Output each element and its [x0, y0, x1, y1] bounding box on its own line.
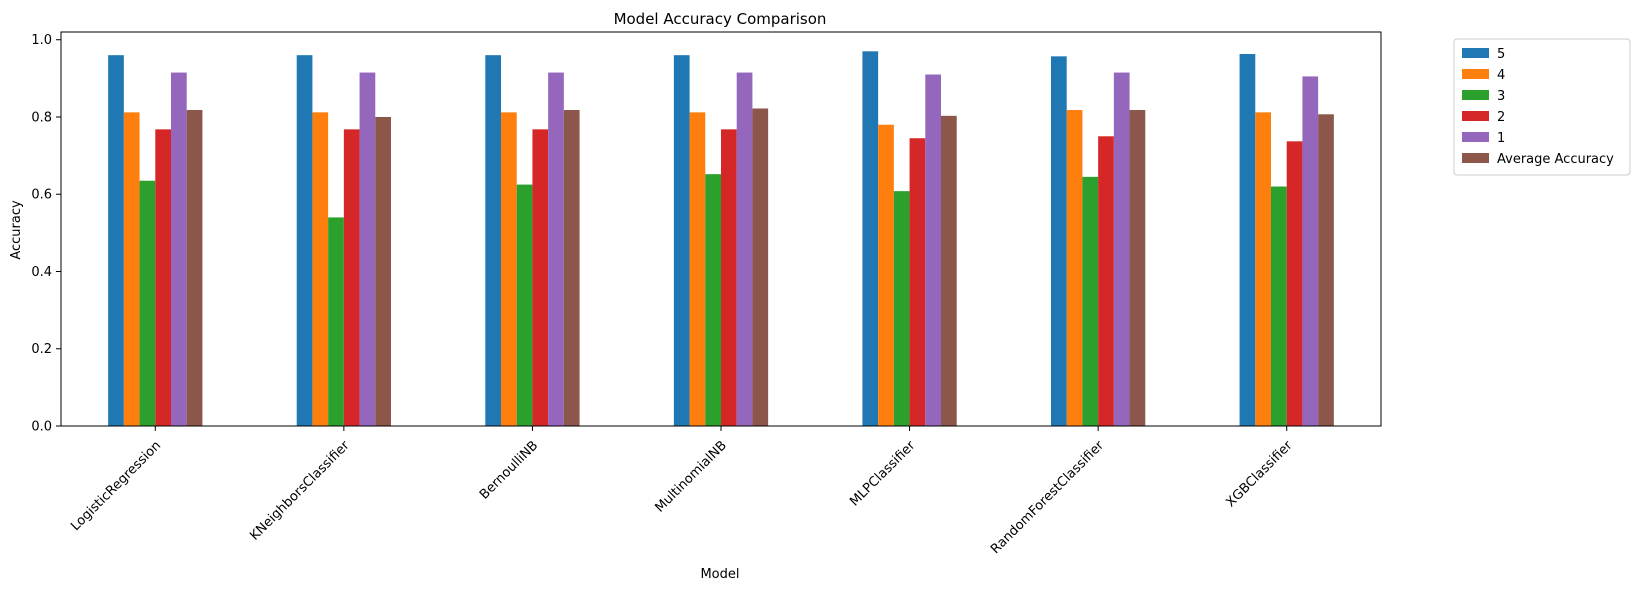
bar-XGBClassifier-series-4	[1302, 76, 1319, 427]
bar-MultinomialNB-series-4	[736, 72, 753, 426]
legend-label-4: 1	[1497, 131, 1505, 146]
legend-swatch-0	[1462, 48, 1489, 58]
bar-RandomForestClassifier-series-4	[1113, 72, 1130, 426]
bar-RandomForestClassifier-series-3	[1098, 136, 1114, 427]
bar-LogisticRegression-series-1	[123, 112, 140, 426]
bar-RandomForestClassifier-series-5	[1129, 110, 1146, 426]
x-tick-label: LogisticRegression	[68, 438, 164, 534]
bar-XGBClassifier-series-5	[1318, 114, 1334, 426]
bar-XGBClassifier-series-1	[1255, 112, 1271, 426]
chart-title: Model Accuracy Comparison	[614, 10, 827, 28]
bar-MLPClassifier-series-4	[925, 74, 941, 427]
bar-MultinomialNB-series-1	[689, 112, 706, 426]
bar-XGBClassifier-series-0	[1239, 54, 1256, 427]
bar-KNeighborsClassifier-series-2	[328, 217, 344, 426]
y-axis-label: Accuracy	[9, 200, 24, 260]
bar-BernoulliNB-series-3	[532, 129, 549, 426]
bar-MLPClassifier-series-5	[941, 115, 957, 426]
bar-KNeighborsClassifier-series-0	[296, 55, 313, 427]
bar-XGBClassifier-series-2	[1271, 186, 1287, 426]
bar-LogisticRegression-series-0	[108, 55, 124, 427]
y-tick-label: 0.4	[31, 265, 52, 280]
bar-LogisticRegression-series-2	[139, 180, 156, 426]
bars-layer	[108, 51, 1334, 427]
bar-BernoulliNB-series-1	[501, 112, 517, 426]
legend-swatch-4	[1462, 132, 1489, 142]
bar-BernoulliNB-series-2	[516, 184, 533, 426]
bar-MLPClassifier-series-3	[909, 138, 926, 427]
bar-RandomForestClassifier-series-2	[1082, 176, 1099, 426]
x-tick-label: KNeighborsClassifier	[247, 438, 353, 544]
bar-MLPClassifier-series-0	[862, 51, 879, 427]
y-tick-label: 0.8	[31, 110, 52, 125]
bar-BernoulliNB-series-5	[563, 110, 580, 426]
legend: 5 4 3 2 1 Average Accuracy	[1453, 38, 1631, 176]
bar-MultinomialNB-series-3	[721, 129, 737, 426]
legend-swatch-1	[1462, 69, 1489, 79]
bar-LogisticRegression-series-4	[171, 72, 187, 426]
legend-label-3: 2	[1497, 110, 1505, 125]
bar-MultinomialNB-series-0	[673, 55, 690, 427]
plot-frame	[60, 31, 1382, 427]
y-tick-label: 1.0	[31, 33, 52, 48]
bar-LogisticRegression-series-5	[186, 110, 203, 426]
x-tick-label: RandomForestClassifier	[988, 438, 1107, 557]
legend-label-2: 3	[1497, 89, 1505, 104]
x-tick-label: MLPClassifier	[847, 438, 919, 510]
x-tick-label: BernoulliNB	[477, 438, 541, 502]
legend-swatch-3	[1462, 111, 1489, 121]
legend-swatch-5	[1462, 153, 1489, 163]
legend-label-5: Average Accuracy	[1497, 152, 1614, 167]
bar-KNeighborsClassifier-series-4	[359, 72, 376, 426]
y-tick-label: 0.2	[31, 342, 52, 357]
legend-label-1: 4	[1497, 68, 1505, 83]
bar-MultinomialNB-series-5	[752, 108, 769, 426]
legend-label-0: 5	[1497, 47, 1505, 62]
legend-box	[1453, 38, 1631, 176]
legend-swatch-2	[1462, 90, 1489, 100]
x-axis-label: Model	[700, 567, 739, 582]
bar-BernoulliNB-series-0	[485, 55, 501, 427]
bar-KNeighborsClassifier-series-1	[312, 112, 329, 426]
bar-LogisticRegression-series-3	[155, 129, 171, 426]
x-tick-label: XGBClassifier	[1223, 438, 1296, 511]
bar-BernoulliNB-series-4	[548, 72, 564, 426]
bar-MultinomialNB-series-2	[705, 174, 721, 426]
bar-KNeighborsClassifier-series-3	[343, 129, 360, 426]
bar-XGBClassifier-series-3	[1286, 141, 1303, 426]
bar-KNeighborsClassifier-series-5	[375, 116, 391, 426]
y-tick-label: 0.6	[31, 188, 52, 203]
bar-RandomForestClassifier-series-1	[1066, 110, 1083, 426]
y-tick-label: 0.0	[31, 420, 52, 435]
bar-MLPClassifier-series-2	[893, 191, 910, 426]
bar-MLPClassifier-series-1	[878, 124, 894, 427]
x-tick-label: MultinomialNB	[652, 438, 729, 515]
bar-RandomForestClassifier-series-0	[1051, 56, 1067, 427]
